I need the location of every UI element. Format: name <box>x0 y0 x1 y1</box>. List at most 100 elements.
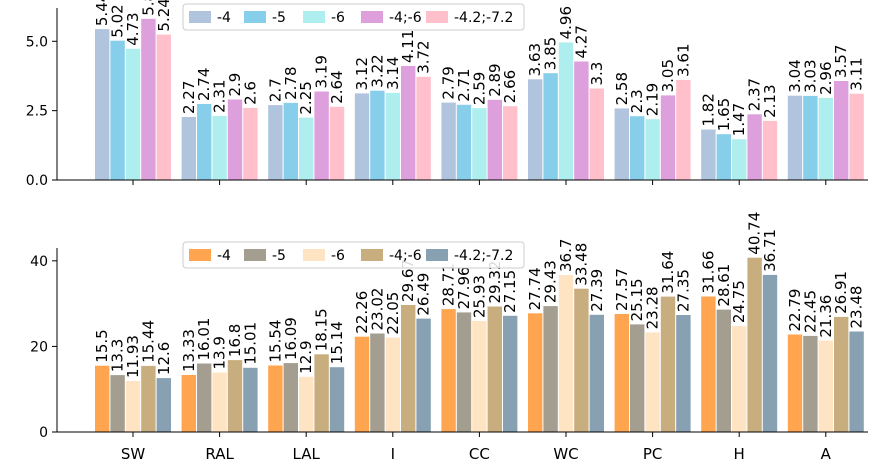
panel2-data-label: 15.44 <box>139 320 157 363</box>
panel2-data-label: 22.05 <box>384 292 402 335</box>
panel2-bar <box>125 381 141 432</box>
panel2-data-label: 36.71 <box>761 229 779 272</box>
panel2-data-label: 24.75 <box>730 280 748 323</box>
panel1-y-tick-label: 2.5 <box>26 104 48 120</box>
panel1-legend-swatch <box>361 11 383 23</box>
panel1-data-label: 2.3 <box>628 89 646 113</box>
panel2-y-tick-label: 20 <box>30 339 48 355</box>
panel2-bar <box>849 331 864 432</box>
panel1-data-label: 3.03 <box>801 59 819 92</box>
panel1-data-label: 3.14 <box>384 56 402 89</box>
panel1-bar <box>456 104 472 180</box>
panel1-data-label: 3.22 <box>368 54 386 87</box>
panel1-bar <box>401 66 416 180</box>
panel2-data-label: 36.7 <box>557 239 575 272</box>
panel2-legend-label: -4.2;-7.2 <box>454 248 513 264</box>
panel2-legend-swatch <box>303 249 325 261</box>
panel2-bar <box>370 333 385 432</box>
panel1-bar <box>125 48 141 180</box>
x-tick-label: RAL <box>205 445 234 463</box>
panel2-bar <box>441 309 456 432</box>
panel1-data-label: 3.57 <box>832 45 850 78</box>
panel2-data-label: 33.48 <box>572 243 590 286</box>
panel1-bar <box>645 119 660 180</box>
panel1-data-label: 2.96 <box>817 61 835 94</box>
panel1-bar <box>818 97 833 180</box>
panel1-bar <box>676 79 691 180</box>
panel1-data-label: 2.27 <box>180 81 198 114</box>
panel1-data-label: 1.82 <box>699 93 717 126</box>
panel1-bar <box>299 117 314 180</box>
panel2-bar <box>110 375 125 432</box>
x-tick-label: A <box>821 445 832 463</box>
panel2-data-label: 40.74 <box>746 212 764 255</box>
panel1-data-label: 3.12 <box>353 57 371 90</box>
panel1-data-label: 2.58 <box>613 72 631 105</box>
panel1-bar <box>181 117 196 180</box>
panel2-bar <box>818 340 833 432</box>
panel2-data-label: 25.15 <box>628 278 646 321</box>
panel1-y-tick-label: 5.0 <box>26 34 48 50</box>
panel1-data-label: 3.72 <box>415 40 433 73</box>
panel1-legend-swatch <box>189 11 211 23</box>
panel2-data-label: 15.54 <box>266 320 284 363</box>
panel2-data-label: 31.66 <box>699 251 717 294</box>
panel1-data-label: 2.74 <box>195 68 213 101</box>
panel2-bar <box>732 326 747 432</box>
panel1-data-label: 4.11 <box>399 30 417 63</box>
panel1-legend-swatch <box>426 11 448 23</box>
panel1-data-label: 2.25 <box>297 81 315 114</box>
panel2-data-label: 12.9 <box>297 340 315 373</box>
panel2-data-label: 13.3 <box>109 339 127 372</box>
x-tick-label: SW <box>121 445 146 463</box>
panel1-data-label: 3.63 <box>526 43 544 76</box>
panel2-bar <box>676 315 691 432</box>
panel1-data-label: 3.3 <box>588 62 606 86</box>
panel2-bar <box>156 378 171 432</box>
x-tick-label: CC <box>469 445 490 463</box>
panel1-data-label: 3.05 <box>659 59 677 92</box>
panel1-bar <box>314 91 329 180</box>
panel1-bar <box>701 129 716 180</box>
panel1-bar <box>803 95 818 180</box>
panel2-data-label: 27.35 <box>674 269 692 312</box>
panel1-data-label: 2.78 <box>282 66 300 99</box>
panel1-data-label: 2.64 <box>328 70 346 103</box>
panel1-bar <box>849 93 864 180</box>
panel2-data-label: 21.36 <box>817 295 835 338</box>
panel2-bar <box>574 288 589 432</box>
panel1-data-label: 2.89 <box>486 63 504 96</box>
panel2-data-label: 26.91 <box>832 271 850 314</box>
panel1-bar <box>528 79 543 180</box>
panel2-data-label: 27.57 <box>613 268 631 311</box>
panel1-bar <box>747 114 762 180</box>
panel1-bar <box>787 95 803 180</box>
panel1-data-label: 5.44 <box>93 0 111 26</box>
panel2-bar <box>314 354 329 432</box>
panel1-legend-swatch <box>244 11 266 23</box>
panel1-bar <box>370 90 385 180</box>
panel1-bar <box>762 120 778 180</box>
panel2-bar <box>558 275 574 432</box>
panel2-bar <box>762 274 778 432</box>
panel2-data-label: 27.39 <box>588 269 606 312</box>
panel1-bar <box>227 99 243 180</box>
panel2-data-label: 16.8 <box>226 324 244 357</box>
panel2-legend-swatch <box>361 249 383 261</box>
panel1-bar <box>558 42 574 181</box>
panel1-data-label: 5.81 <box>139 0 157 16</box>
panel2-data-label: 28.71 <box>440 263 458 306</box>
panel2-data-label: 22.45 <box>801 290 819 333</box>
panel1-data-label: 4.27 <box>572 25 590 58</box>
panel2-bar <box>181 375 196 432</box>
x-tick-label: I <box>391 445 395 463</box>
panel2-data-label: 31.64 <box>659 251 677 294</box>
panel2-bar <box>212 372 227 432</box>
panel1-data-label: 3.19 <box>313 55 331 88</box>
panel2-bar <box>803 335 818 432</box>
panel1-data-label: 2.19 <box>644 83 662 116</box>
panel1-bar <box>834 81 849 180</box>
panel1-bar <box>354 93 370 180</box>
